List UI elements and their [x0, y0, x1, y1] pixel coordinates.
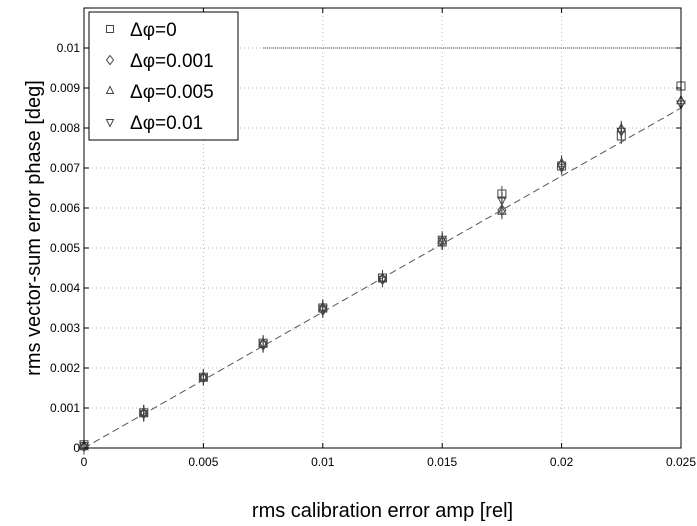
legend-label: Δφ=0 [130, 20, 177, 41]
data-point [198, 374, 209, 384]
legend: Δφ=0 Δφ=0.001 Δφ=0.005 Δφ=0.01 [88, 11, 239, 141]
x-tick-label: 0 [81, 455, 88, 469]
data-point [377, 275, 388, 286]
x-tick-label: 0.01 [311, 455, 335, 469]
legend-label: Δφ=0.001 [130, 51, 214, 72]
y-tick-label: 0.005 [50, 241, 80, 255]
legend-label: Δφ=0.005 [130, 82, 214, 103]
y-tick-label: 0.008 [50, 121, 80, 135]
legend-marker [105, 119, 115, 128]
legend-label: Δφ=0.01 [130, 113, 203, 134]
x-tick-label: 0.015 [427, 455, 457, 469]
y-tick-label: 0.003 [50, 321, 80, 335]
data-point [497, 205, 507, 215]
y-tick-label: 0.001 [50, 401, 80, 415]
x-axis-label: rms calibration error amp [rel] [252, 500, 513, 522]
x-tick-label: 0.005 [188, 455, 218, 469]
data-point [258, 340, 268, 351]
y-tick-label: 0.007 [50, 161, 80, 175]
axis-ticks: 0 0.005 0.01 0.015 0.02 0.025 0 0.001 0.002 0.003… [50, 8, 696, 469]
y-tick-label: 0.006 [50, 201, 80, 215]
data-point [556, 163, 567, 174]
y-axis-label: rms vector-sum error phase [deg] [23, 80, 45, 376]
legend-box [88, 11, 239, 141]
plot-frame [83, 7, 682, 449]
y-tick-label: 0.004 [50, 281, 80, 295]
legend-marker [105, 54, 115, 66]
data-point [437, 235, 448, 246]
y-tick-label: 0.002 [50, 361, 80, 375]
legend-marker [105, 85, 115, 94]
data-point [497, 196, 507, 207]
data-point [317, 305, 328, 315]
series-3 [79, 96, 686, 454]
y-tick-label: 0.009 [50, 81, 80, 95]
y-tick-label: 0 [73, 441, 80, 455]
x-tick-label: 0.025 [666, 455, 696, 469]
data-point [616, 127, 627, 138]
y-tick-label: 0.01 [57, 41, 81, 55]
data-point [138, 410, 149, 420]
x-tick-label: 0.02 [550, 455, 574, 469]
legend-marker [106, 25, 114, 33]
